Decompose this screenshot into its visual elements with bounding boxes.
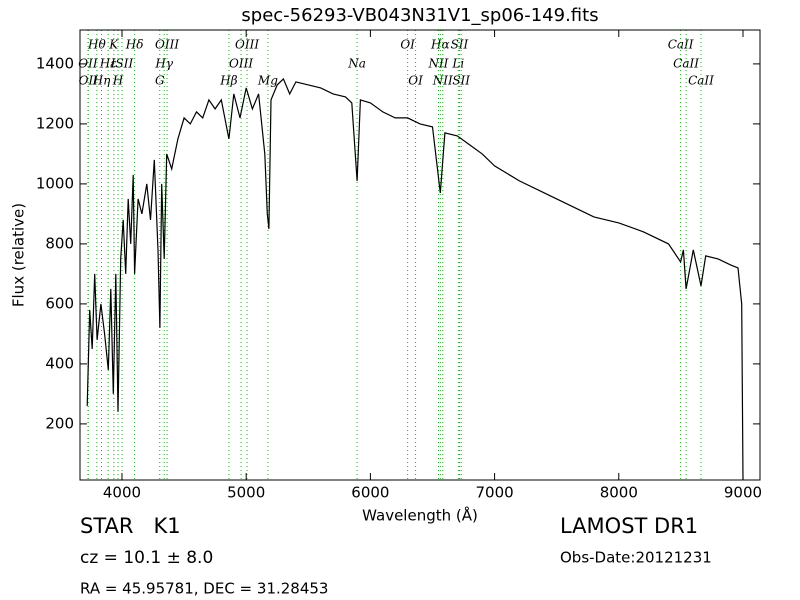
spectral-line-label: CaII: [673, 57, 699, 71]
x-tick-label: 4000: [103, 484, 141, 502]
spectral-line-label: OIII: [155, 38, 179, 52]
spectral-line-label: Mg: [257, 74, 278, 88]
spectral-line-label: Hα: [430, 38, 450, 52]
spectral-line-label: Li: [451, 57, 464, 71]
spectral-line-label: OI: [408, 74, 423, 88]
x-tick-label: 9000: [724, 484, 762, 502]
y-tick-label: 400: [45, 354, 74, 372]
survey: LAMOST DR1: [560, 514, 698, 538]
coordinates: RA = 45.95781, DEC = 31.28453: [80, 580, 328, 598]
y-tick-label: 1400: [36, 54, 74, 72]
obs-date: Obs-Date:20121231: [560, 549, 712, 567]
y-tick-label: 800: [45, 234, 74, 252]
spectral-line-label: K: [108, 38, 119, 52]
spectral-line-label: OIII: [229, 57, 253, 71]
plot-frame: [79, 29, 761, 481]
y-tick-label: 600: [45, 294, 74, 312]
spectral-line-label: NII: [432, 74, 453, 88]
spectral-line-label: OIII: [235, 38, 259, 52]
spectral-line-label: Na: [347, 57, 366, 71]
spectral-line-label: Hδ: [125, 38, 144, 52]
spectral-line-label: H: [112, 74, 124, 88]
spectral-line-label: Hθ: [87, 38, 106, 52]
spectral-line-label: OII: [78, 57, 98, 71]
spectral-line-label: SII: [451, 38, 469, 52]
spectral-line-label: CaII: [688, 74, 714, 88]
y-tick-label: 200: [45, 414, 74, 432]
spectral-line-label: Hη: [92, 74, 111, 88]
redshift: cz = 10.1 ± 8.0: [80, 548, 213, 568]
x-tick-label: 6000: [351, 484, 389, 502]
spectral-line-label: ISII: [110, 57, 134, 71]
spectral-line-label: SII: [452, 74, 470, 88]
spectral-line-label: Hβ: [219, 74, 237, 88]
spectral-line-label: OI: [400, 38, 415, 52]
x-tick-label: 8000: [600, 484, 638, 502]
object-class: STAR K1: [80, 514, 181, 538]
spectrum-line: [86, 77, 744, 481]
x-axis-label: Wavelength (Å): [362, 506, 478, 525]
spectral-line-label: Hε: [99, 57, 117, 71]
y-tick-label: 1200: [36, 114, 74, 132]
spectral-line-label: OII: [79, 74, 99, 88]
spectral-line-label: Hγ: [154, 57, 173, 71]
y-tick-label: 1000: [36, 174, 74, 192]
y-axis-label: Flux (relative): [10, 203, 28, 307]
spectral-line-label: NII: [427, 57, 448, 71]
spectral-line-label: CaII: [668, 38, 694, 52]
x-tick-label: 7000: [475, 484, 513, 502]
chart-title: spec-56293-VB043N31V1_sp06-149.fits: [241, 5, 598, 26]
x-tick-label: 5000: [227, 484, 265, 502]
spectral-line-label: G: [155, 74, 165, 88]
